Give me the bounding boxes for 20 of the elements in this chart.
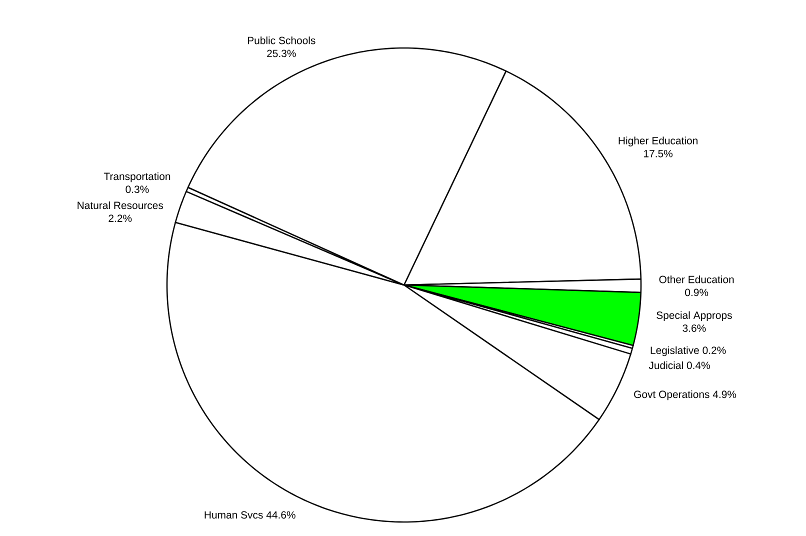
slice-label: Govt Operations <box>634 390 710 400</box>
data-label: 3.6% <box>682 324 706 332</box>
data-label: 0.9% <box>685 288 708 296</box>
slice-label: Special Approps <box>656 311 732 322</box>
slice-label: Legislative <box>650 346 699 356</box>
slice-label: Human Svcs <box>204 511 263 519</box>
data-label: 0.2% <box>702 346 726 354</box>
data-label: 44.6% <box>266 511 296 519</box>
data-label: 17.5% <box>644 150 673 158</box>
slice-label: Judicial <box>648 361 683 370</box>
data-label: 25.3% <box>267 50 296 58</box>
slice-label: Natural Resources <box>78 201 164 210</box>
data-label: 2.2% <box>108 214 132 222</box>
slice-label: Public Schools <box>248 36 316 44</box>
data-label: 0.3% <box>126 186 149 194</box>
slice-label: Transportation <box>104 172 170 182</box>
data-label: 4.9% <box>712 390 736 398</box>
slice-label: Other Education <box>659 276 734 284</box>
data-label: 0.4% <box>686 362 710 370</box>
slice-label: Higher Education <box>618 136 698 146</box>
